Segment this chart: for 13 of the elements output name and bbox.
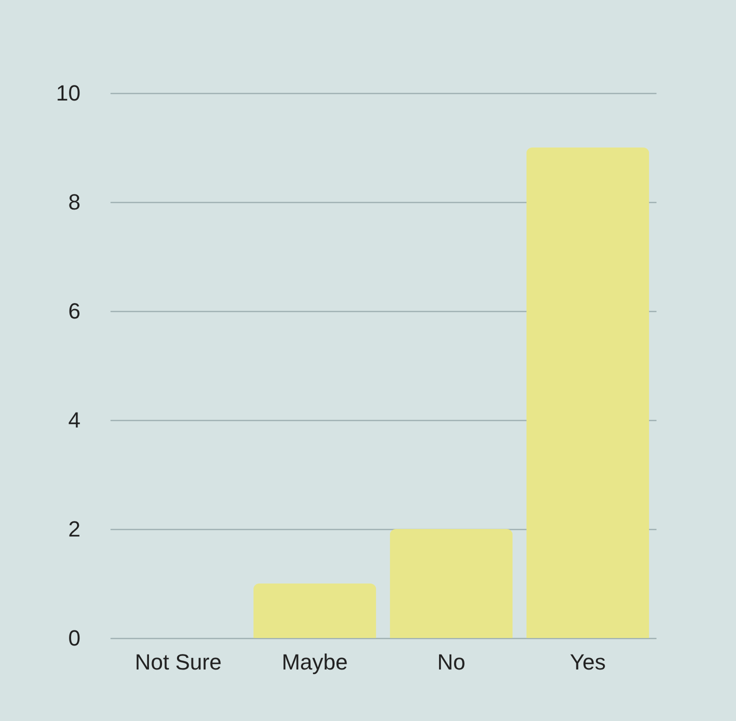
y-tick-label: 10	[56, 80, 80, 106]
x-tick-label: Maybe	[282, 650, 348, 674]
y-tick-label: 4	[68, 408, 80, 432]
x-tick-label: Not Sure	[134, 650, 222, 674]
bar	[526, 148, 650, 638]
bar	[253, 584, 376, 638]
x-tick-label: Yes	[570, 650, 606, 674]
y-tick-label: 6	[68, 298, 80, 324]
bar	[390, 529, 513, 638]
y-tick-label: 0	[68, 626, 80, 650]
y-tick-label: 8	[68, 190, 80, 214]
y-tick-label: 2	[68, 516, 80, 542]
x-tick-label: No	[437, 650, 466, 674]
